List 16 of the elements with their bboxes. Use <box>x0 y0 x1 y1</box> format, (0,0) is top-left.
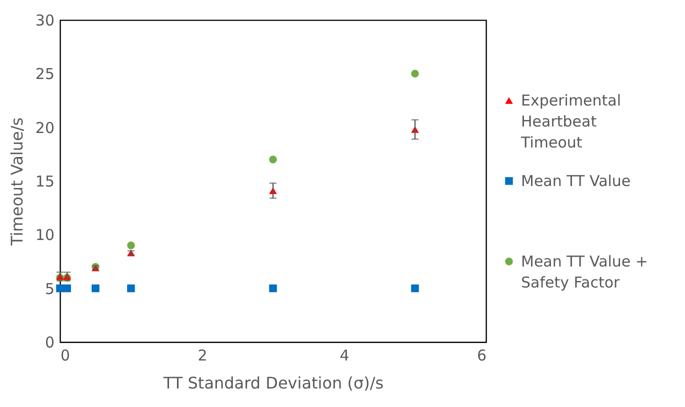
x-tick-label: 2 <box>198 346 208 364</box>
y-axis-title: Timeout Value/s <box>7 117 26 247</box>
legend-label: Experimental Heartbeat Timeout <box>520 92 622 152</box>
legend-label: Mean TT Value + Safety Factor <box>521 252 648 292</box>
y-tick-label: 0 <box>44 334 54 352</box>
y-tick-label: 5 <box>44 280 54 298</box>
x-tick-label: 6 <box>476 346 486 364</box>
y-tick-label: 10 <box>35 226 54 244</box>
x-tick-label: 4 <box>340 346 350 364</box>
x-tick-label: 0 <box>60 346 70 364</box>
y-tick-label: 15 <box>35 172 54 190</box>
x-axis-title: TT Standard Deviation (σ)/s <box>162 374 384 392</box>
y-tick-label: 30 <box>35 12 54 30</box>
y-tick-label: 25 <box>35 65 54 84</box>
legend-label: Mean TT Value <box>521 172 631 190</box>
y-tick-label: 20 <box>35 118 54 137</box>
